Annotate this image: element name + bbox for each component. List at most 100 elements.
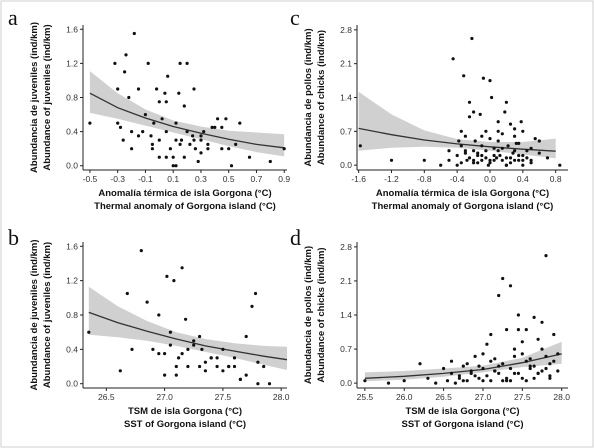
data-point: [532, 376, 536, 380]
x-tick-label: 0.3: [195, 174, 207, 184]
data-point: [486, 163, 490, 167]
data-point: [558, 163, 562, 167]
data-point: [174, 373, 178, 377]
data-point: [497, 371, 501, 375]
y-tick-label: 2.8: [340, 25, 352, 35]
data-point: [164, 130, 168, 134]
x-axis-label-es: Anomalía térmica de isla Gorgona (°C): [98, 188, 271, 199]
data-point: [174, 121, 178, 125]
data-point: [238, 121, 242, 125]
y-tick-label: 1.2: [66, 58, 78, 68]
data-point: [136, 87, 141, 91]
x-tick-label: 27.5: [514, 392, 531, 402]
data-point: [234, 142, 238, 146]
data-point: [151, 347, 155, 351]
data-point: [157, 352, 161, 356]
data-point: [221, 347, 225, 351]
data-point: [497, 364, 501, 368]
data-point: [193, 147, 197, 151]
data-point: [224, 117, 228, 121]
data-point: [477, 364, 481, 368]
data-point: [141, 130, 145, 134]
data-point: [521, 129, 525, 133]
y-tick-label: 0.7: [340, 344, 352, 354]
data-point: [472, 110, 476, 114]
data-point: [520, 340, 524, 344]
x-tick-label: -0.8: [417, 174, 432, 184]
data-point: [495, 156, 499, 160]
data-point: [497, 293, 501, 298]
data-point: [480, 134, 484, 138]
data-point: [220, 125, 224, 129]
data-point: [496, 129, 500, 133]
x-tick-label: 27.0: [156, 392, 173, 402]
data-point: [519, 120, 523, 124]
data-point: [513, 149, 517, 153]
data-point: [540, 347, 544, 351]
data-point: [163, 352, 167, 356]
panel-d: d 25.5 26.0 26.5 27.0 27.5 28.0 0.0 0.7 1.4 2.1 2.8…: [290, 225, 570, 430]
data-point: [262, 364, 266, 369]
data-point: [146, 61, 150, 65]
data-point: [157, 138, 161, 142]
data-point: [168, 147, 172, 151]
data-point: [481, 366, 485, 371]
data-point: [130, 347, 134, 351]
data-point: [232, 356, 237, 360]
data-point: [459, 144, 463, 148]
y-tick-label: 0.7: [340, 126, 352, 136]
data-point: [202, 130, 206, 134]
data-point: [447, 158, 451, 162]
fit-line-d: [364, 353, 562, 379]
data-point: [267, 382, 272, 386]
data-point: [149, 134, 153, 138]
data-point: [143, 113, 147, 117]
y-axis-label-en: Abundance of juveniles (ind/km): [42, 242, 53, 388]
y-axis-label-en: Abundance of juveniles (ind/km): [42, 24, 53, 170]
data-point: [166, 74, 170, 78]
data-point: [203, 369, 207, 373]
data-point: [199, 134, 203, 138]
data-point: [477, 376, 481, 380]
data-point: [532, 315, 536, 319]
data-point: [514, 141, 518, 145]
x-tick-label: -0.4: [450, 174, 465, 184]
y-axis-label-en: Abundance of chicks (ind/km): [316, 247, 327, 382]
data-point: [121, 138, 125, 142]
data-point: [492, 153, 496, 158]
data-point: [215, 356, 219, 360]
y-tick-label: 0.0: [340, 160, 352, 170]
data-point: [455, 163, 459, 167]
data-point: [488, 79, 492, 83]
data-point: [177, 91, 181, 95]
x-axis-label-en: Thermal anomaly of Gorgona island (°C): [372, 201, 554, 212]
x-axis-label-en: SST of Gorgona island (°C): [401, 419, 523, 430]
data-point: [493, 369, 497, 373]
data-point: [496, 139, 500, 143]
x-tick-label: 26.5: [435, 392, 452, 402]
data-point: [508, 161, 513, 165]
data-point: [457, 374, 461, 378]
data-point: [449, 359, 454, 363]
data-point: [521, 153, 525, 158]
data-point: [453, 381, 457, 385]
data-point: [244, 373, 248, 377]
data-point: [512, 354, 517, 358]
data-point: [247, 155, 252, 159]
data-point: [203, 360, 207, 364]
data-point: [451, 57, 455, 61]
data-point: [227, 147, 231, 151]
data-point: [478, 112, 482, 116]
data-point: [210, 125, 214, 129]
data-point: [116, 121, 120, 125]
data-point: [556, 369, 560, 373]
x-tick-label: 26.5: [98, 392, 115, 402]
data-point: [533, 137, 537, 141]
data-point: [548, 374, 552, 378]
x-tick-label: 0.5: [223, 174, 235, 184]
data-point: [521, 158, 525, 162]
panel-letter-b: b: [8, 225, 19, 250]
data-point: [402, 379, 406, 383]
data-point: [473, 374, 477, 378]
data-point: [524, 359, 528, 363]
